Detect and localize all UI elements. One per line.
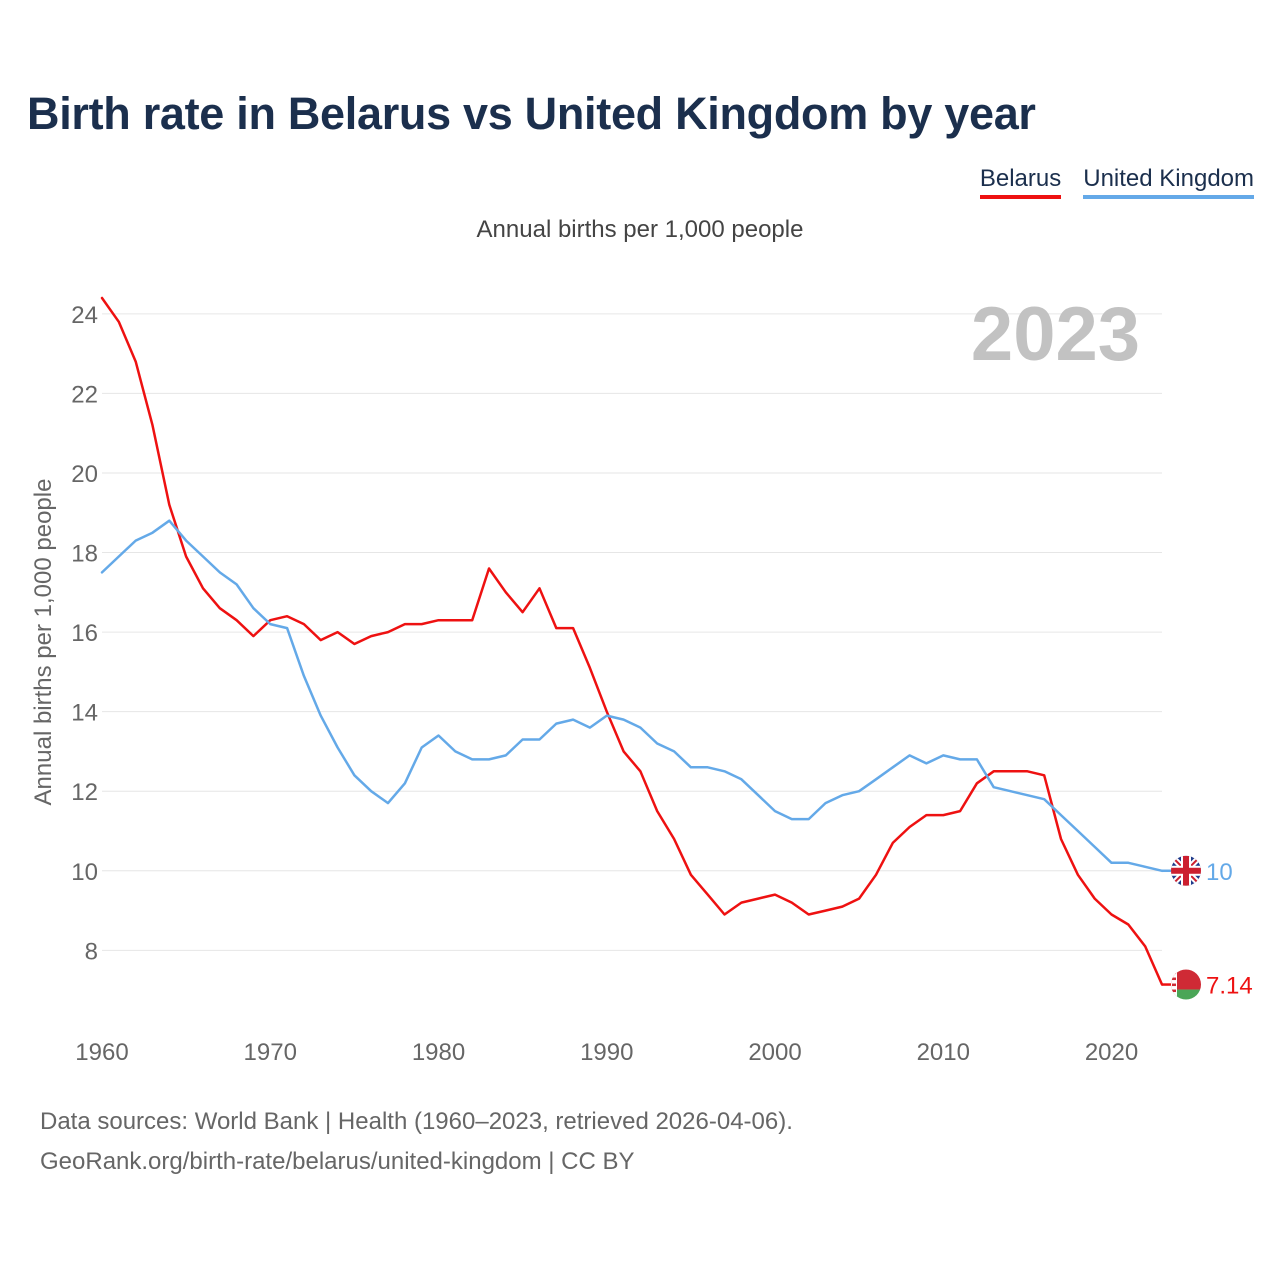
united-kingdom-flag-icon	[1171, 855, 1201, 886]
x-tick-label: 1990	[580, 1039, 633, 1066]
grid-lines	[102, 313, 1162, 951]
series-line-united-kingdom[interactable]	[100, 519, 1164, 873]
y-tick-label: 24	[71, 302, 98, 329]
x-tick-label: 2010	[917, 1039, 970, 1066]
belarus-flag-icon	[1171, 969, 1201, 1000]
y-tick-label: 16	[71, 620, 98, 647]
x-axis-ticks: 1960 1970 1980 1990 2000 2010 2020	[75, 1039, 1138, 1066]
end-value-label: 10	[1206, 859, 1233, 886]
y-tick-label: 22	[71, 381, 98, 408]
series-lines	[100, 296, 1164, 986]
y-tick-label: 12	[71, 779, 98, 806]
x-tick-label: 1960	[75, 1039, 128, 1066]
legend-item-belarus[interactable]: Belarus	[979, 165, 1062, 199]
legend: Belarus United Kingdom	[979, 165, 1254, 199]
end-value-label: 7.14	[1206, 973, 1253, 1000]
end-markers: 7.14 10	[1162, 855, 1253, 1000]
y-tick-label: 14	[71, 700, 98, 727]
source-line-1: Data sources: World Bank | Health (1960–…	[40, 1108, 793, 1135]
source-line-2[interactable]: GeoRank.org/birth-rate/belarus/united-ki…	[40, 1148, 635, 1175]
x-tick-label: 1970	[244, 1039, 297, 1066]
y-tick-label: 20	[71, 461, 98, 488]
chart-title: Birth rate in Belarus vs United Kingdom …	[27, 88, 1036, 139]
y-axis-ticks: 8 10 12 14 16 18 20 22 24	[71, 302, 98, 965]
chart-subtitle: Annual births per 1,000 people	[476, 216, 804, 243]
series-line-belarus[interactable]	[100, 296, 1164, 986]
x-tick-label: 1980	[412, 1039, 465, 1066]
legend-item-united-kingdom[interactable]: United Kingdom	[1083, 165, 1254, 199]
year-watermark: 2023	[971, 292, 1140, 377]
y-tick-label: 10	[71, 859, 98, 886]
y-tick-label: 18	[71, 541, 98, 568]
x-tick-label: 2000	[748, 1039, 801, 1066]
y-tick-label: 8	[85, 938, 98, 965]
x-tick-label: 2020	[1085, 1039, 1138, 1066]
y-axis-label: Annual births per 1,000 people	[30, 479, 57, 806]
